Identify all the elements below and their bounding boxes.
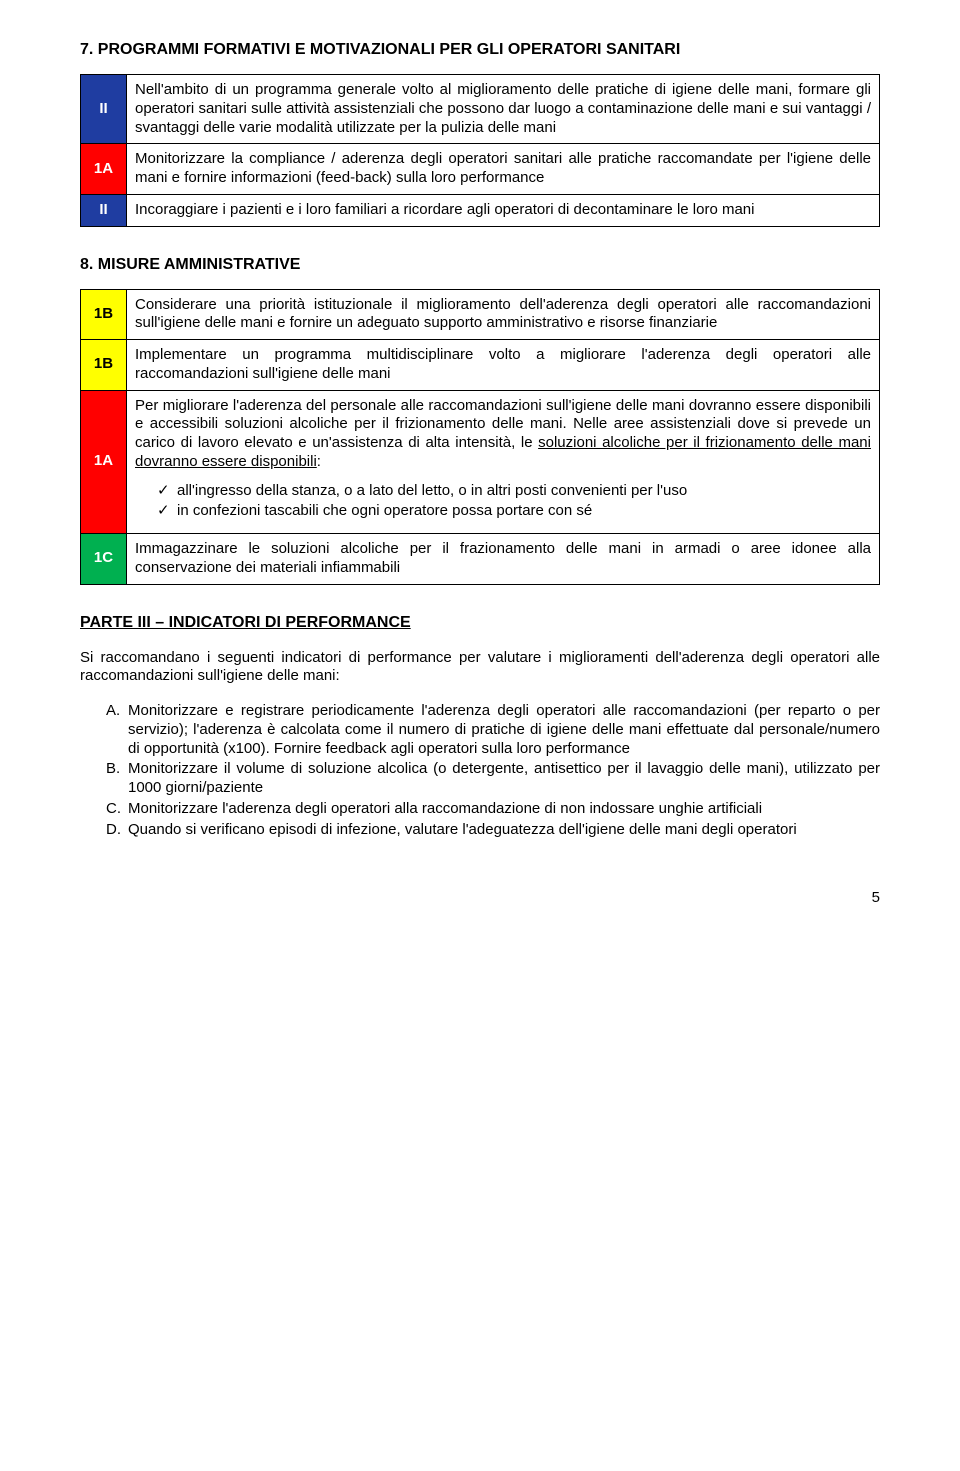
list-letter: A.: [106, 702, 128, 721]
list-letter: B.: [106, 760, 128, 779]
part3-intro: Si raccomandano i seguenti indicatori di…: [80, 649, 880, 687]
bullet-item: ✓all'ingresso della stanza, o a lato del…: [135, 482, 871, 501]
part3-title: PARTE III – INDICATORI DI PERFORMANCE: [80, 613, 880, 633]
code-cell: 1C: [81, 534, 127, 585]
post-text: :: [317, 453, 321, 470]
list-item: C.Monitorizzare l'aderenza degli operato…: [128, 800, 880, 819]
text-cell: Implementare un programma multidisciplin…: [127, 340, 880, 391]
code-cell: 1B: [81, 340, 127, 391]
code-cell: 1B: [81, 289, 127, 340]
text-cell: Nell'ambito di un programma generale vol…: [127, 75, 880, 144]
code-cell: 1A: [81, 390, 127, 534]
bullet-text: all'ingresso della stanza, o a lato del …: [177, 482, 687, 499]
list-text: Monitorizzare e registrare periodicament…: [128, 702, 880, 757]
text-cell: Immagazzinare le soluzioni alcoliche per…: [127, 534, 880, 585]
text-cell: Monitorizzare la compliance / aderenza d…: [127, 144, 880, 195]
table-row: 1A Per migliorare l'aderenza del persona…: [81, 390, 880, 534]
list-text: Monitorizzare l'aderenza degli operatori…: [128, 800, 762, 817]
table-row: 1B Considerare una priorità istituzional…: [81, 289, 880, 340]
text-cell: Considerare una priorità istituzionale i…: [127, 289, 880, 340]
text-cell-complex: Per migliorare l'aderenza del personale …: [127, 390, 880, 534]
table-row: 1B Implementare un programma multidiscip…: [81, 340, 880, 391]
list-letter: C.: [106, 800, 128, 819]
list-item: B.Monitorizzare il volume di soluzione a…: [128, 760, 880, 798]
code-cell: II: [81, 194, 127, 226]
check-icon: ✓: [157, 482, 177, 501]
list-letter: D.: [106, 821, 128, 840]
section8-table: 1B Considerare una priorità istituzional…: [80, 289, 880, 585]
code-cell: II: [81, 75, 127, 144]
page-number: 5: [80, 889, 880, 908]
section7-title: 7. PROGRAMMI FORMATIVI E MOTIVAZIONALI P…: [80, 40, 880, 60]
bullet-text: in confezioni tascabili che ogni operato…: [177, 502, 592, 519]
list-item: D.Quando si verificano episodi di infezi…: [128, 821, 880, 840]
table-row: II Incoraggiare i pazienti e i loro fami…: [81, 194, 880, 226]
table-row: II Nell'ambito di un programma generale …: [81, 75, 880, 144]
table-row: 1A Monitorizzare la compliance / aderenz…: [81, 144, 880, 195]
bullet-list: ✓all'ingresso della stanza, o a lato del…: [135, 482, 871, 522]
table-row: 1C Immagazzinare le soluzioni alcoliche …: [81, 534, 880, 585]
section8-title: 8. MISURE AMMINISTRATIVE: [80, 255, 880, 275]
bullet-item: ✓in confezioni tascabili che ogni operat…: [135, 502, 871, 521]
section7-table: II Nell'ambito di un programma generale …: [80, 74, 880, 227]
text-cell: Incoraggiare i pazienti e i loro familia…: [127, 194, 880, 226]
list-text: Quando si verificano episodi di infezion…: [128, 821, 797, 838]
check-icon: ✓: [157, 502, 177, 521]
list-item: A.Monitorizzare e registrare periodicame…: [128, 702, 880, 758]
list-text: Monitorizzare il volume di soluzione alc…: [128, 760, 880, 796]
indicator-list: A.Monitorizzare e registrare periodicame…: [80, 702, 880, 839]
code-cell: 1A: [81, 144, 127, 195]
